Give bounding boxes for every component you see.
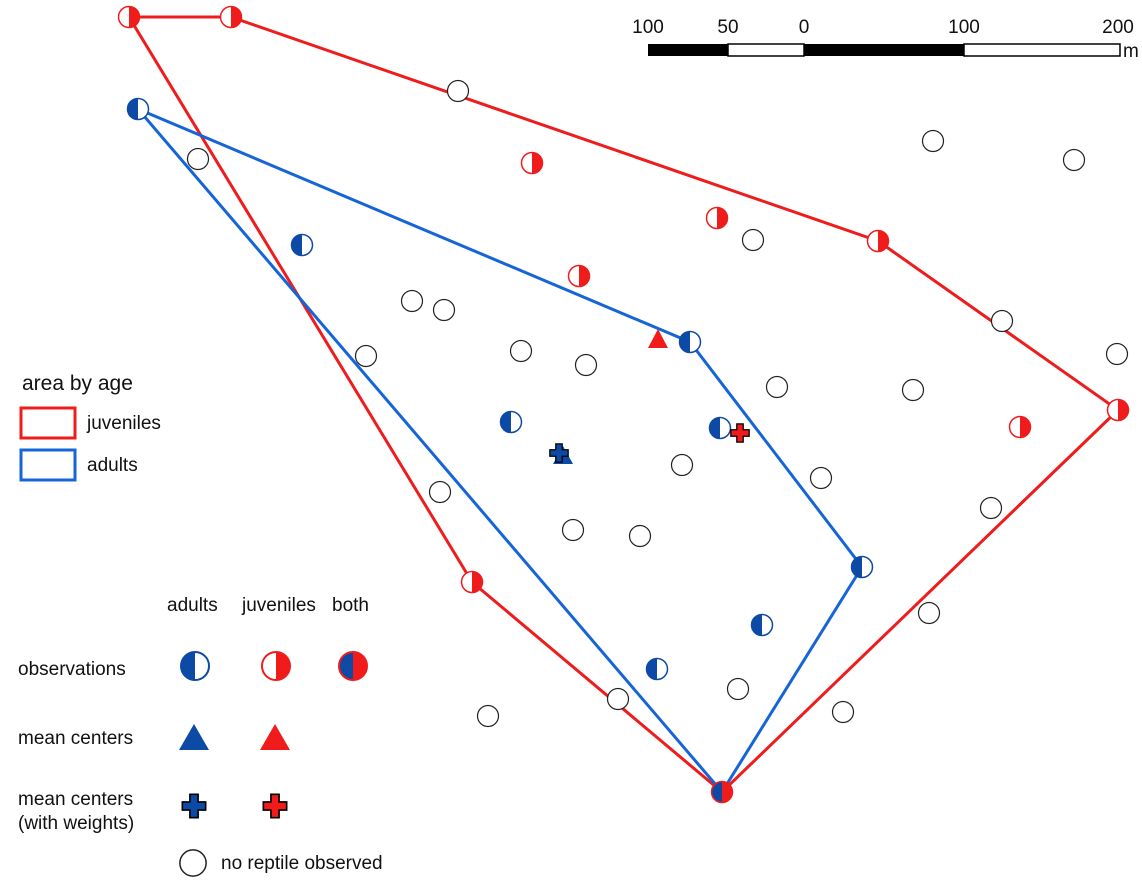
legend-adults-label: adults (87, 455, 138, 476)
empty-site-circle-icon (446, 79, 470, 103)
empty-site-circle-icon (670, 453, 694, 477)
empty-site-circle-icon (831, 700, 855, 724)
empty-site-circle-icon (921, 129, 945, 153)
legend-row-observations: observations (18, 659, 126, 680)
adult-observation-icon (499, 410, 523, 434)
empty-site-circle-icon (741, 228, 765, 252)
juvenile-observation-icon (117, 5, 141, 29)
juvenile-observation-icon (1008, 415, 1032, 439)
adult-observation-icon (850, 555, 874, 579)
scale-unit-label: m (1123, 41, 1139, 62)
adult-observations (126, 97, 874, 681)
empty-site-circle-icon (574, 353, 598, 377)
juvenile-observation-icon (1106, 398, 1130, 422)
empty-site-circle-icon (979, 496, 1003, 520)
juvenile-observation-icon (705, 206, 729, 230)
scale-tick-label: 0 (798, 17, 810, 38)
juvenile-observation-icon (567, 264, 591, 288)
legend-adult-observation-icon (180, 651, 210, 681)
scale-tick-label: 50 (717, 17, 739, 38)
empty-site-circle-icon (606, 687, 630, 711)
empty-site-circle-icon (1062, 148, 1086, 172)
adult-observation-icon (750, 613, 774, 637)
empty-site-circle-icon (432, 298, 456, 322)
legend-row-weighted-line1: mean centers (18, 789, 134, 810)
empty-site-circle-icon (354, 344, 378, 368)
legend-both-observation-icon (338, 651, 368, 681)
juvenile-observation-icon (219, 5, 243, 29)
empty-site-circle-icon (726, 677, 750, 701)
legend-row-weighted-line2: (with weights) (18, 813, 135, 834)
adult-observation-icon (678, 330, 702, 354)
scale-tick-label: 100 (632, 17, 664, 38)
juvenile-mean-center-triangle-icon (648, 329, 668, 348)
legend-adult-weighted-center-icon (181, 793, 207, 819)
legend-no-reptile-icon (179, 849, 207, 877)
legend-col-adults: adults (167, 595, 218, 616)
juvenile-observation-icon (460, 570, 484, 594)
empty-site-circle-icon (990, 309, 1014, 333)
adult-observation-icon (645, 657, 669, 681)
empty-site-circle-icon (809, 466, 833, 490)
juvenile-weighted-center-cross-icon (730, 423, 750, 443)
legend-area-title: area by age (22, 372, 133, 395)
legend-adults-swatch (19, 448, 77, 482)
empty-site-circle-icon (1105, 342, 1129, 366)
legend-juvenile-weighted-center-icon (262, 793, 288, 819)
scale-tick-label: 200 (1102, 17, 1134, 38)
scale-tick-label: 100 (948, 17, 980, 38)
empty-site-circle-icon (186, 147, 210, 171)
legend-row-mean-centers: mean centers (18, 728, 134, 749)
adult-observation-icon (708, 416, 732, 440)
empty-site-circle-icon (476, 704, 500, 728)
both-observation-icon (710, 780, 734, 804)
juvenile-observations (117, 5, 1130, 594)
adult-observation-icon (290, 233, 314, 257)
legend-adult-mean-center-icon (179, 724, 209, 750)
legend-juvenile-observation-icon (261, 651, 291, 681)
no-reptile-sites (186, 79, 1129, 728)
legend-col-both: both (332, 595, 369, 616)
empty-site-circle-icon (917, 601, 941, 625)
legend-juveniles-label: juveniles (87, 413, 161, 434)
legend-no-reptile-label: no reptile observed (221, 853, 383, 874)
empty-site-circle-icon (561, 518, 585, 542)
juvenile-observation-icon (520, 151, 544, 175)
juvenile-observation-icon (866, 229, 890, 253)
empty-site-circle-icon (901, 378, 925, 402)
empty-site-circle-icon (400, 289, 424, 313)
scale-bar (648, 43, 1121, 57)
legend-symbols (179, 651, 368, 877)
empty-site-circle-icon (628, 524, 652, 548)
empty-site-circle-icon (428, 480, 452, 504)
empty-site-circle-icon (765, 375, 789, 399)
legend-juveniles-swatch (19, 406, 77, 440)
adult-observation-icon (126, 97, 150, 121)
legend-col-juveniles: juveniles (242, 595, 316, 616)
legend-juvenile-mean-center-icon (260, 724, 290, 750)
empty-site-circle-icon (509, 339, 533, 363)
